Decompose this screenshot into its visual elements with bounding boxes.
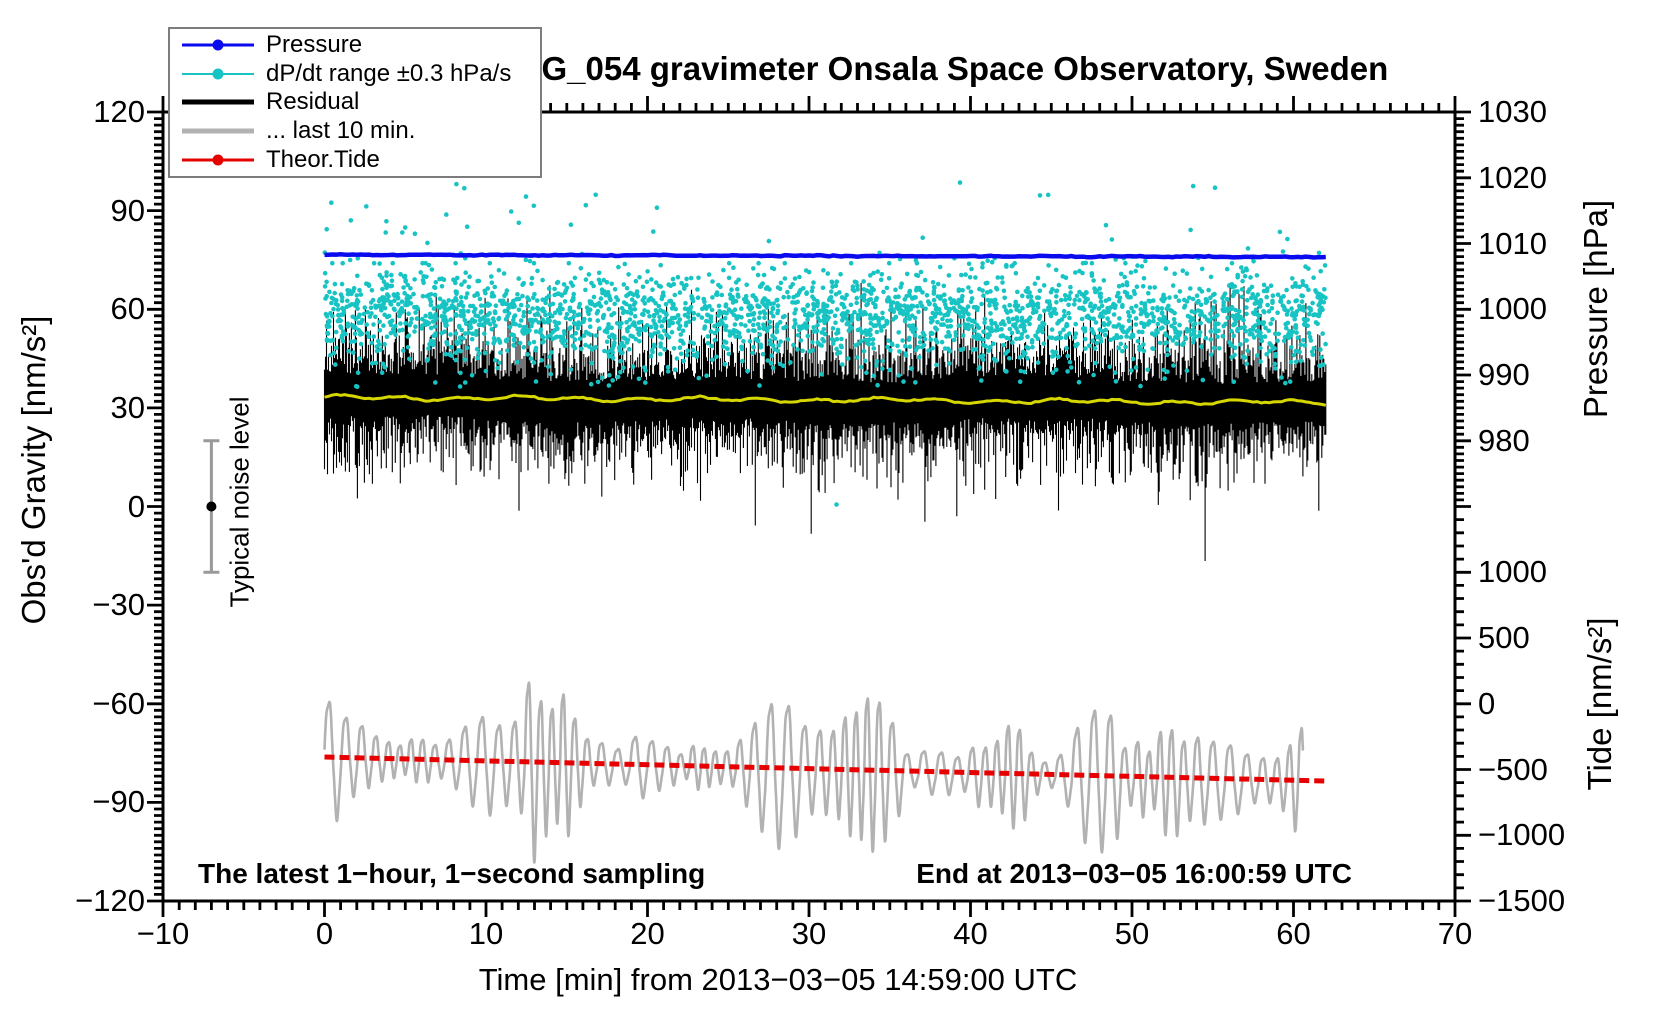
legend-item-dpdt: dP/dt range ±0.3 hPa/s — [170, 60, 540, 88]
legend-label: Residual — [266, 88, 360, 116]
tide-tick-label: −1500 — [1478, 883, 1566, 918]
legend-label: Pressure — [266, 31, 363, 59]
legend-item-residual: Residual — [170, 88, 540, 116]
pressure-tick-label: 980 — [1478, 422, 1530, 458]
gravity-tick-label: −60 — [92, 685, 145, 721]
pressure-line-icon — [170, 38, 266, 52]
pressure-tick-label: 1010 — [1478, 225, 1547, 261]
dpdt-line-icon — [170, 67, 266, 81]
end-time-annotation: End at 2013−03−05 16:00:59 UTC — [916, 858, 1352, 889]
tide-tick-label: −1000 — [1478, 817, 1566, 853]
tide-tick-label: 500 — [1478, 620, 1530, 655]
legend-label: Theor.Tide — [266, 145, 380, 173]
gravity-tick-label: −120 — [75, 883, 145, 918]
tide-tick-label: 0 — [1478, 685, 1496, 721]
x-tick-label: 40 — [953, 916, 988, 951]
chart-title: SCG_054 gravimeter Onsala Space Observat… — [495, 50, 1389, 87]
gravity-tick-label: 120 — [93, 94, 145, 129]
pressure-tick-label: 1030 — [1478, 94, 1547, 129]
x-tick-label: 20 — [630, 916, 665, 951]
x-tick-label: 0 — [315, 916, 334, 951]
legend-box: Pressure dP/dt range ±0.3 hPa/s Residual… — [168, 27, 542, 178]
legend-label: ... last 10 min. — [266, 117, 416, 145]
pressure-axis-title: Pressure [hPa] — [1577, 199, 1614, 419]
tide-axis-title: Tide [nm/s²] — [1581, 617, 1618, 791]
legend-item-last10: ... last 10 min. — [170, 117, 540, 145]
pressure-tick-label: 990 — [1478, 357, 1530, 392]
tide-tick-label: 1000 — [1478, 554, 1547, 590]
gravity-tick-label: 0 — [127, 488, 145, 524]
gravity-tick-label: 60 — [110, 291, 145, 327]
gravity-axis-title: Obs'd Gravity [nm/s²] — [15, 315, 52, 625]
gravity-tick-label: 30 — [110, 389, 145, 425]
x-axis-title: Time [min] from 2013−03−05 14:59:00 UTC — [478, 962, 1078, 997]
last10-line-icon — [170, 124, 266, 138]
x-tick-label: 10 — [468, 916, 504, 951]
x-tick-label: 30 — [791, 916, 827, 951]
gravity-tick-label: 90 — [110, 192, 145, 228]
x-tick-label: 70 — [1437, 916, 1473, 951]
tide-line-icon — [170, 153, 266, 167]
sampling-annotation: The latest 1−hour, 1−second sampling — [198, 858, 706, 889]
noise-level-label: Typical noise level — [224, 396, 255, 608]
legend-item-pressure: Pressure — [170, 31, 540, 59]
x-tick-label: 50 — [1114, 916, 1150, 951]
legend-label: dP/dt range ±0.3 hPa/s — [266, 59, 512, 87]
tide-tick-label: −500 — [1478, 751, 1548, 787]
residual-line-icon — [170, 95, 266, 109]
gravity-tick-label: −30 — [92, 587, 145, 623]
gravity-tick-label: −90 — [92, 784, 145, 820]
x-tick-label: 60 — [1276, 916, 1311, 951]
pressure-tick-label: 1020 — [1478, 159, 1547, 195]
x-tick-label: −10 — [136, 916, 190, 951]
legend-item-tide: Theor.Tide — [170, 146, 540, 174]
pressure-tick-label: 1000 — [1478, 291, 1547, 327]
